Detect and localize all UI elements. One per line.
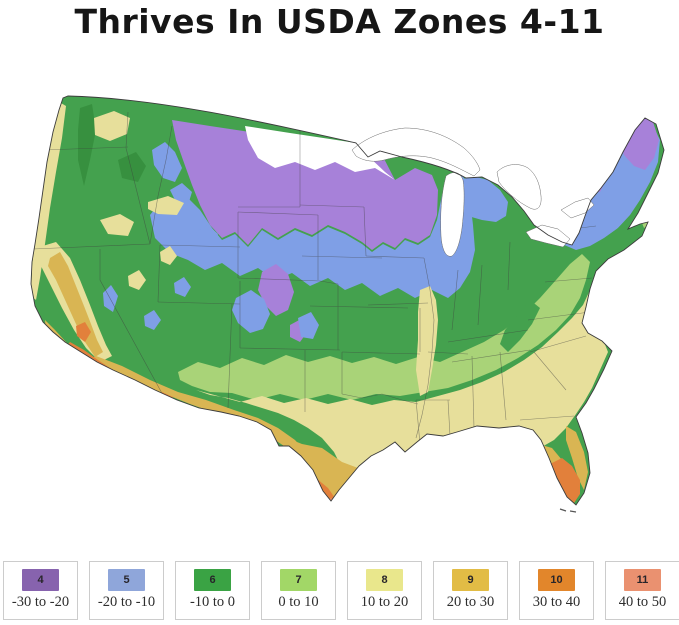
legend-item-zone-8: 8 10 to 20 xyxy=(347,561,422,620)
map-kern-orange xyxy=(76,322,91,342)
legend-swatch-zone-11: 11 xyxy=(624,569,661,591)
legend-item-zone-10: 10 30 to 40 xyxy=(519,561,594,620)
map-idaho-blue xyxy=(152,142,182,182)
map-mississippi-valley-khaki xyxy=(416,286,438,396)
map-zone-4-region xyxy=(172,120,438,250)
map-utah-blue xyxy=(174,277,191,297)
zone-range: 30 to 40 xyxy=(532,594,581,610)
map-colorado-blue xyxy=(232,290,270,333)
page-title: Thrives In USDA Zones 4-11 xyxy=(74,2,605,41)
map-wyoming-blue xyxy=(196,225,218,248)
zone-number: 9 xyxy=(467,574,474,586)
map-cascades-texture xyxy=(78,104,96,186)
florida-keys xyxy=(559,508,577,513)
legend-swatch-zone-6: 6 xyxy=(194,569,231,591)
zone-number: 10 xyxy=(550,574,563,586)
legend-swatch-zone-7: 7 xyxy=(280,569,317,591)
map-zone-5-region xyxy=(150,172,475,298)
lake-michigan xyxy=(440,172,465,257)
legend-item-zone-11: 11 40 to 50 xyxy=(605,561,679,620)
lake-superior xyxy=(351,127,481,177)
legend-swatch-zone-10: 10 xyxy=(538,569,575,591)
zone-range: -30 to -20 xyxy=(11,594,70,610)
zone-range: 10 to 20 xyxy=(360,594,409,610)
legend-swatch-zone-5: 5 xyxy=(108,569,145,591)
legend: 4 -30 to -20 5 -20 to -10 6 -10 to 0 7 0… xyxy=(3,561,679,620)
map-zone-7-region xyxy=(178,254,590,400)
zone-range: 0 to 10 xyxy=(278,594,319,610)
zone-number: 11 xyxy=(636,574,649,586)
map-socal-inland-orange-2 xyxy=(120,380,134,393)
zone-number: 7 xyxy=(295,574,302,586)
legend-item-zone-6: 6 -10 to 0 xyxy=(175,561,250,620)
legend-swatch-zone-4: 4 xyxy=(22,569,59,591)
legend-item-zone-9: 9 20 to 30 xyxy=(433,561,508,620)
zone-number: 6 xyxy=(209,574,216,586)
map-columbia-basin-khaki xyxy=(94,111,130,141)
legend-item-zone-4: 4 -30 to -20 xyxy=(3,561,78,620)
lake-ontario xyxy=(560,197,595,219)
legend-swatch-zone-9: 9 xyxy=(452,569,489,591)
legend-item-zone-5: 5 -20 to -10 xyxy=(89,561,164,620)
zone-number: 5 xyxy=(123,574,130,586)
map-rockies-purple xyxy=(258,264,294,316)
map-nevada-blue xyxy=(144,310,161,330)
zone-range: 40 to 50 xyxy=(618,594,667,610)
lake-huron xyxy=(496,164,542,210)
zone-number: 8 xyxy=(381,574,388,586)
us-outline xyxy=(30,95,665,506)
map-south-florida-orange xyxy=(550,458,580,503)
map-zone3-white-strip xyxy=(245,126,395,180)
map-oregon-khaki xyxy=(100,214,134,236)
map-nevada-khaki xyxy=(128,270,146,290)
map-rockies-texture xyxy=(118,152,146,182)
zone-number: 4 xyxy=(37,574,44,586)
map-appalachian-green xyxy=(500,300,540,352)
legend-swatch-zone-8: 8 xyxy=(366,569,403,591)
zone-range: -10 to 0 xyxy=(189,594,236,610)
map-florida-east-gold xyxy=(566,426,588,490)
map-nevada-khaki-2 xyxy=(160,246,177,265)
zone-range: -20 to -10 xyxy=(97,594,156,610)
map-michigan-blue xyxy=(453,176,508,222)
map-southwest-desert-gold xyxy=(88,356,306,460)
state-borders xyxy=(32,111,597,445)
legend-item-zone-7: 7 0 to 10 xyxy=(261,561,336,620)
zone-range: 20 to 30 xyxy=(446,594,495,610)
map-front-range-blue xyxy=(298,312,319,339)
